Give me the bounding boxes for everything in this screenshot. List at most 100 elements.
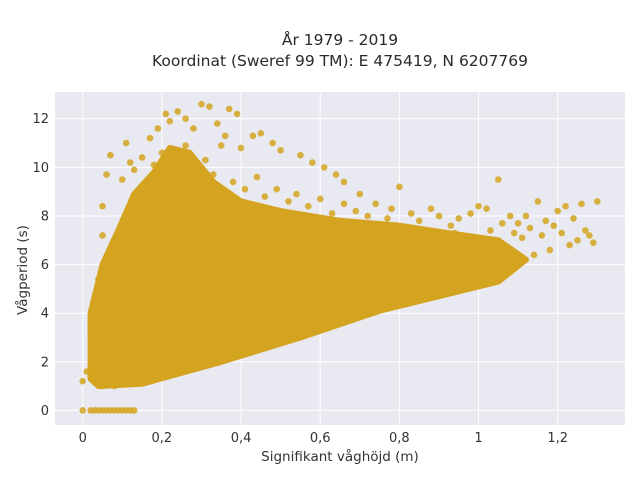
data-point (237, 346, 245, 353)
data-point (530, 251, 538, 259)
data-point (297, 151, 304, 159)
data-point (297, 309, 304, 317)
data-point (87, 324, 94, 332)
data-point (305, 202, 312, 210)
data-point (103, 290, 110, 298)
data-points (79, 100, 601, 414)
data-point (221, 132, 229, 140)
data-point (182, 115, 189, 122)
data-point (415, 217, 423, 225)
data-point (447, 222, 455, 229)
data-point (467, 263, 474, 271)
data-point (364, 297, 372, 305)
data-point (503, 246, 510, 254)
data-point (574, 237, 581, 244)
data-point (506, 212, 514, 220)
data-point (396, 183, 403, 191)
data-point (293, 190, 300, 198)
data-point (582, 227, 589, 234)
data-point (475, 237, 482, 244)
data-point (130, 166, 138, 174)
data-point (178, 249, 185, 256)
y-tick-label: 10 (32, 161, 49, 176)
data-point (590, 239, 597, 246)
data-point (297, 258, 304, 266)
data-point (103, 334, 110, 341)
data-point (174, 360, 181, 368)
data-point (111, 251, 118, 259)
data-point (562, 202, 569, 210)
data-point (340, 200, 348, 208)
data-point (217, 329, 225, 336)
data-point (435, 237, 443, 244)
data-point (257, 130, 265, 137)
data-point (217, 256, 225, 264)
data-point (451, 229, 459, 237)
data-point (419, 232, 427, 239)
data-point (158, 149, 166, 157)
data-point (206, 353, 213, 361)
data-point (154, 125, 162, 132)
data-point (99, 202, 106, 210)
data-point (277, 147, 284, 154)
y-axis-label: Vågperiod (s) (14, 225, 31, 315)
data-point (198, 297, 205, 305)
data-point (115, 256, 122, 264)
data-point (174, 108, 181, 115)
data-point (273, 185, 281, 193)
data-point (534, 198, 542, 205)
data-point (130, 407, 138, 414)
data-point (257, 266, 265, 273)
data-point (122, 139, 130, 147)
data-point (261, 193, 269, 200)
data-point (455, 215, 463, 222)
y-tick-label: 4 (41, 307, 49, 322)
data-point (586, 232, 593, 239)
data-point (257, 319, 265, 327)
data-point (427, 275, 435, 283)
data-point (285, 198, 292, 205)
chart-title-line2: Koordinat (Sweref 99 TM): E 475419, N 62… (152, 52, 528, 70)
data-point (91, 368, 98, 375)
data-point (328, 210, 336, 217)
data-point (455, 266, 463, 273)
data-point (103, 171, 110, 178)
data-point (404, 227, 411, 234)
data-point (415, 256, 423, 264)
x-tick-label: 0,2 (152, 431, 173, 446)
data-point (526, 224, 534, 232)
data-point (253, 341, 261, 349)
data-point (99, 232, 106, 239)
data-point (111, 382, 118, 390)
data-point (158, 368, 166, 375)
data-point (407, 210, 415, 217)
data-point (558, 229, 565, 237)
data-point (107, 151, 114, 159)
data-point (578, 200, 585, 208)
data-point (237, 290, 245, 298)
data-point (376, 261, 383, 268)
data-point (499, 220, 506, 227)
data-point (309, 159, 316, 166)
data-point (134, 375, 142, 383)
x-tick-label: 1,2 (547, 431, 568, 446)
data-point (166, 117, 174, 125)
data-point (150, 161, 158, 169)
data-point (467, 210, 474, 217)
data-point (570, 215, 577, 222)
data-point (198, 100, 205, 108)
data-point (214, 120, 221, 127)
data-point (194, 173, 201, 181)
data-point (119, 227, 126, 234)
data-point (522, 212, 530, 220)
data-point (316, 280, 324, 288)
data-point (87, 373, 94, 380)
data-point (285, 331, 292, 339)
data-point (372, 200, 379, 208)
data-point (336, 297, 344, 305)
data-point (99, 353, 106, 361)
data-point (221, 348, 229, 356)
data-point (83, 368, 90, 375)
chart-title-line1: År 1979 - 2019 (282, 30, 398, 49)
data-point (138, 154, 146, 161)
